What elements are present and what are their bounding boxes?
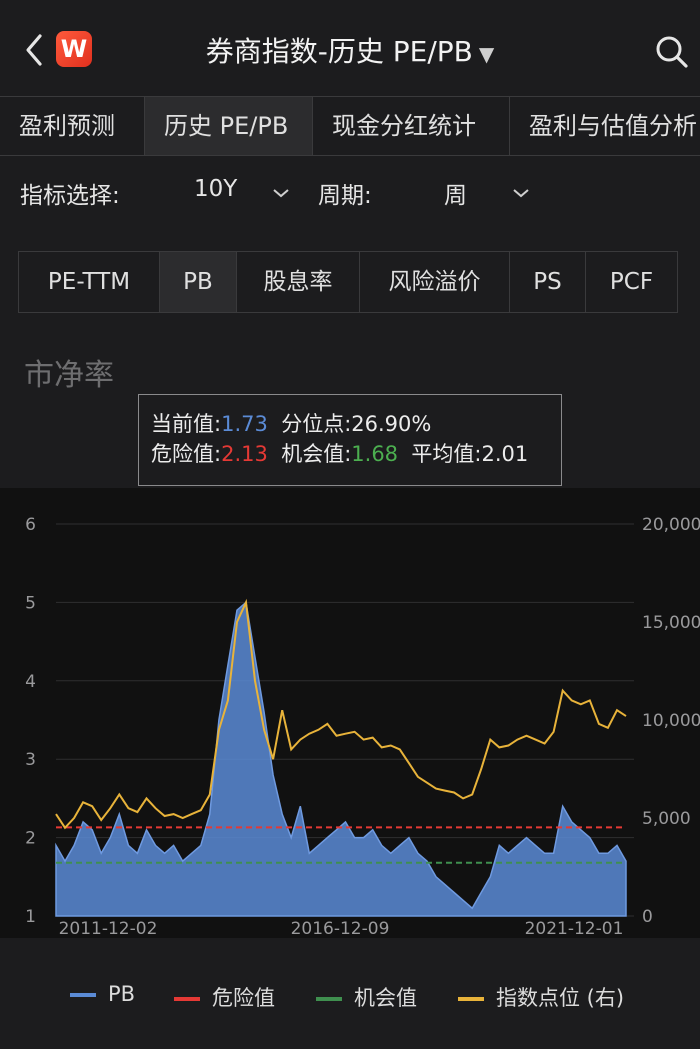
- page-title[interactable]: 券商指数-历史 PE/PB ▼: [0, 30, 700, 70]
- legend-swatch: [316, 997, 342, 1001]
- summary-row-2: 危险值:2.13 机会值:1.68 平均值:2.01: [151, 439, 561, 469]
- x-tick-label: 2021-12-01: [525, 919, 624, 938]
- main-tabs: 盈利预测 历史 PE/PB 现金分红统计 盈利与估值分析: [0, 96, 700, 156]
- danger-value: 2.13: [221, 442, 268, 466]
- percentile-label: 分位点:: [281, 412, 352, 436]
- y-left-tick-label: 5: [25, 593, 36, 613]
- legend-label: 危险值: [212, 986, 275, 1010]
- bottom-spacer: [0, 1018, 700, 1049]
- y-right-tick-label: 0: [642, 907, 653, 927]
- y-left-tick-label: 2: [25, 829, 36, 849]
- app-header: W 券商指数-历史 PE/PB ▼: [0, 0, 700, 96]
- chart-legend: PB 危险值 机会值 指数点位 (右): [0, 970, 700, 1018]
- pb-chart-container: 1 2 3 4 5 6 0 5,000 10,000 15,000 20,000 2011-12-02…: [0, 488, 700, 939]
- y-right-tick-label: 20,000: [642, 515, 700, 535]
- tab-profit-forecast[interactable]: 盈利预测: [0, 97, 145, 155]
- tab-cash-dividend[interactable]: 现金分红统计: [313, 97, 510, 155]
- subtab-risk-premium[interactable]: 风险溢价: [360, 252, 510, 312]
- value-summary-box: 当前值:1.73 分位点:26.90% 危险值:2.13 机会值:1.68 平均…: [138, 394, 562, 486]
- legend-item-index[interactable]: 指数点位 (右): [458, 982, 624, 1012]
- tab-profit-valuation[interactable]: 盈利与估值分析: [510, 97, 700, 155]
- danger-label: 危险值:: [151, 442, 222, 466]
- title-dropdown-caret-icon[interactable]: ▼: [478, 42, 495, 66]
- period-select-value[interactable]: 周: [444, 183, 467, 209]
- y-right-tick-label: 5,000: [642, 809, 691, 829]
- legend-item-danger[interactable]: 危险值: [174, 982, 275, 1012]
- legend-swatch: [70, 993, 96, 997]
- opportunity-value: 1.68: [351, 442, 399, 466]
- y-left-tick-label: 3: [25, 750, 36, 770]
- summary-row-1: 当前值:1.73 分位点:26.90%: [151, 409, 561, 439]
- y-left-tick-label: 1: [25, 907, 36, 927]
- pb-area-series: [55, 600, 627, 917]
- percentile-value: 26.90%: [351, 412, 432, 436]
- search-icon[interactable]: [652, 32, 692, 72]
- current-label: 当前值:: [151, 412, 222, 436]
- back-arrow-icon[interactable]: [18, 30, 58, 70]
- legend-label: 指数点位 (右): [496, 986, 625, 1010]
- section-title: 市净率: [24, 358, 114, 393]
- subtab-pb[interactable]: PB: [160, 252, 237, 312]
- page-title-text[interactable]: 券商指数-历史 PE/PB: [205, 35, 473, 68]
- metric-tabs: PE-TTM PB 股息率 风险溢价 PS PCF: [18, 251, 678, 313]
- subtab-dividend-yield[interactable]: 股息率: [237, 252, 360, 312]
- y-right-tick-label: 15,000: [642, 613, 700, 633]
- legend-label: PB: [108, 982, 136, 1006]
- y-right-tick-label: 10,000: [642, 711, 700, 731]
- legend-swatch: [458, 997, 484, 1001]
- average-value: 2.01: [481, 442, 529, 466]
- subtab-pe-ttm[interactable]: PE-TTM: [19, 252, 160, 312]
- current-value: 1.73: [221, 412, 268, 436]
- pb-chart[interactable]: 1 2 3 4 5 6 0 5,000 10,000 15,000 20,000 2011-12-02…: [0, 488, 700, 939]
- period-chevron-down-icon[interactable]: [512, 188, 530, 198]
- index-line-series: [55, 598, 627, 830]
- legend-item-pb[interactable]: PB: [70, 982, 135, 1006]
- tab-history-pe-pb[interactable]: 历史 PE/PB: [145, 97, 313, 155]
- average-label: 平均值:: [411, 442, 482, 466]
- subtab-pcf[interactable]: PCF: [609, 269, 654, 295]
- app-logo-icon: W: [56, 31, 92, 67]
- legend-label: 机会值: [354, 986, 417, 1010]
- y-left-tick-label: 6: [25, 515, 36, 535]
- legend-item-opportunity[interactable]: 机会值: [316, 982, 417, 1012]
- indicator-chevron-down-icon[interactable]: [272, 188, 290, 198]
- indicator-select-value[interactable]: 10Y: [194, 176, 238, 202]
- x-tick-label: 2011-12-02: [59, 919, 158, 938]
- period-label: 周期:: [318, 183, 372, 209]
- x-tick-label: 2016-12-09: [291, 919, 390, 938]
- opportunity-label: 机会值:: [281, 442, 352, 466]
- y-left-tick-label: 4: [25, 672, 36, 692]
- legend-swatch: [174, 997, 200, 1001]
- indicator-label: 指标选择:: [20, 183, 120, 209]
- subtab-ps[interactable]: PS: [510, 252, 586, 312]
